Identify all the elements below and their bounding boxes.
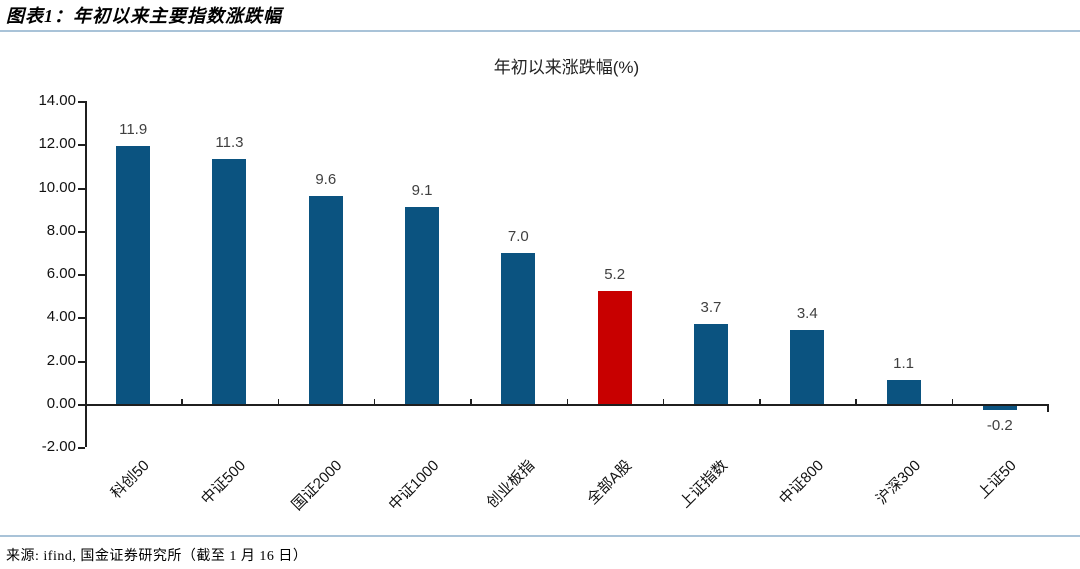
y-axis-tick bbox=[78, 360, 85, 363]
y-axis-tick-label: 12.00 bbox=[38, 135, 76, 153]
y-axis-tick bbox=[78, 404, 85, 406]
y-axis-tick-label: 6.00 bbox=[46, 265, 76, 283]
x-axis-tick bbox=[951, 399, 954, 404]
x-axis-tick bbox=[759, 399, 761, 404]
bar-value-label: 3.4 bbox=[796, 305, 818, 323]
chart-title: 年初以来涨跌幅(%) bbox=[493, 58, 640, 77]
bar-国证2000 bbox=[308, 196, 343, 404]
x-axis-category-label: 国证2000 bbox=[288, 457, 346, 514]
bar-沪深300 bbox=[886, 380, 921, 404]
source-note: 来源: ifind, 国金证券研究所（截至 1 月 16 日） bbox=[6, 549, 308, 564]
y-axis-tick bbox=[78, 274, 85, 277]
y-axis-tick-label: 10.00 bbox=[38, 178, 76, 196]
y-axis-tick-label: 0.00 bbox=[46, 395, 76, 412]
x-axis-tick bbox=[855, 399, 857, 404]
bar-中证1000 bbox=[405, 207, 440, 404]
bar-中证500 bbox=[212, 159, 247, 404]
x-axis-tick bbox=[181, 399, 183, 404]
bar-value-label: 9.1 bbox=[411, 182, 433, 200]
x-axis-end-tick bbox=[1047, 404, 1049, 412]
y-axis-tick bbox=[78, 230, 85, 233]
bar-value-label: 11.3 bbox=[215, 134, 244, 152]
bar-value-label: 3.7 bbox=[700, 298, 722, 316]
bar-上证指数 bbox=[693, 323, 728, 404]
title-divider-line bbox=[0, 30, 1080, 32]
x-axis-category-label: 全部A股 bbox=[583, 457, 635, 508]
bar-value-label: -0.2 bbox=[986, 417, 1013, 435]
x-axis-category-label: 科创50 bbox=[108, 457, 154, 503]
x-axis-tick bbox=[470, 399, 472, 404]
x-axis-category-label: 中证500 bbox=[198, 457, 250, 508]
x-axis-line bbox=[85, 404, 1048, 406]
bar-value-label: 9.6 bbox=[315, 171, 337, 189]
x-axis-category-label: 中证1000 bbox=[385, 457, 443, 514]
bar-科创50 bbox=[116, 146, 151, 404]
x-axis-category-label: 中证800 bbox=[776, 457, 828, 508]
y-axis-tick bbox=[78, 101, 85, 103]
y-axis-tick-label: -2.00 bbox=[41, 438, 76, 456]
x-axis-category-label: 上证指数 bbox=[676, 457, 731, 512]
x-axis-tick bbox=[566, 399, 568, 404]
y-axis-tick bbox=[78, 317, 85, 320]
x-axis-category-label: 创业板指 bbox=[483, 457, 539, 512]
y-axis-tick-label: 4.00 bbox=[46, 308, 76, 326]
x-axis-category-label: 上证50 bbox=[974, 457, 1020, 503]
bar-value-label: 1.1 bbox=[893, 355, 914, 373]
bar-全部A股 bbox=[597, 291, 632, 404]
y-axis-line bbox=[85, 101, 87, 448]
bar-中证800 bbox=[790, 330, 825, 404]
bar-value-label: 11.9 bbox=[119, 121, 148, 139]
y-axis-tick-label: 8.00 bbox=[46, 221, 76, 239]
y-axis-tick-label: 14.00 bbox=[38, 92, 76, 109]
bar-value-label: 7.0 bbox=[507, 227, 529, 245]
footer-divider-line bbox=[0, 535, 1080, 537]
x-axis-tick bbox=[662, 399, 665, 404]
bar-创业板指 bbox=[501, 252, 536, 404]
bar-上证50 bbox=[982, 406, 1017, 411]
y-axis-tick bbox=[78, 144, 85, 147]
x-axis-tick bbox=[373, 399, 376, 404]
y-axis-tick bbox=[78, 447, 85, 450]
y-axis-tick bbox=[78, 187, 85, 190]
figure-title: 图表1：年初以来主要指数涨跌幅 bbox=[6, 6, 282, 26]
x-axis-category-label: 沪深300 bbox=[872, 457, 924, 508]
y-axis-tick-label: 2.00 bbox=[46, 351, 76, 369]
bar-value-label: 5.2 bbox=[604, 266, 626, 284]
x-axis-tick bbox=[277, 399, 280, 404]
